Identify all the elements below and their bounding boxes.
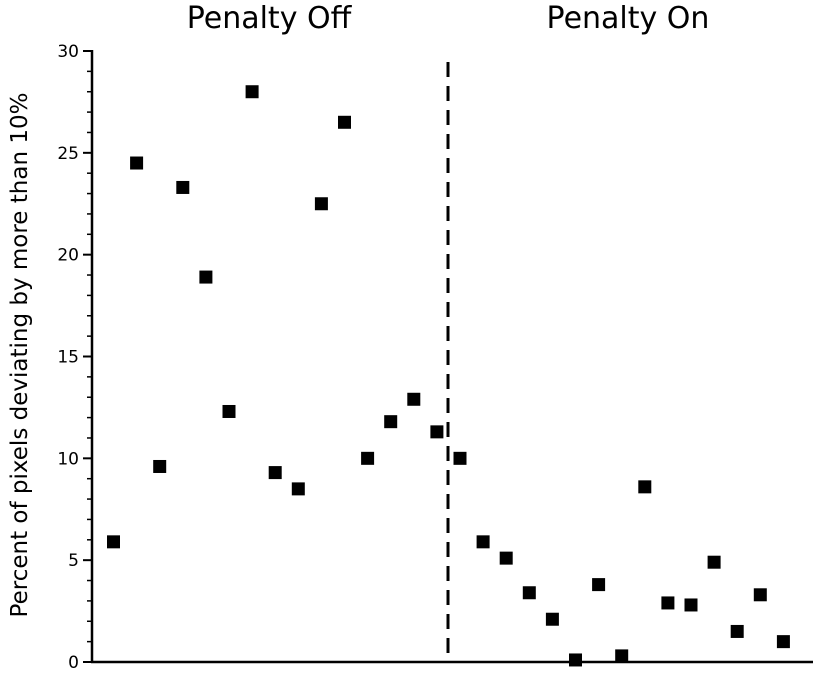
- y-tick-label: 15: [57, 348, 79, 368]
- data-point: [291, 482, 305, 496]
- data-point: [661, 596, 675, 610]
- data-point: [199, 270, 213, 284]
- data-point: [545, 612, 559, 626]
- data-point: [776, 635, 790, 649]
- data-point: [569, 653, 582, 667]
- y-tick-label: 5: [68, 551, 79, 571]
- data-point: [130, 156, 144, 170]
- data-point: [453, 451, 467, 465]
- data-point: [638, 480, 652, 494]
- data-point: [245, 85, 259, 99]
- data-point: [176, 180, 190, 194]
- data-point: [361, 451, 375, 465]
- data-point: [753, 588, 767, 602]
- data-point: [314, 197, 328, 211]
- data-point: [153, 459, 167, 473]
- data-point: [107, 535, 120, 549]
- data-point: [407, 392, 421, 406]
- y-tick-label: 10: [57, 449, 79, 469]
- data-point: [522, 586, 536, 600]
- y-tick-label: 0: [68, 653, 79, 673]
- y-tick-label: 30: [57, 42, 79, 62]
- data-point: [268, 466, 282, 480]
- data-point: [476, 535, 490, 549]
- y-axis-label: Percent of pixels deviating by more than…: [7, 93, 33, 618]
- y-tick-label: 20: [57, 246, 79, 266]
- y-tick-label: 25: [57, 144, 79, 164]
- data-point: [499, 551, 513, 565]
- region-title-penalty-on: Penalty On: [547, 1, 710, 36]
- data-point: [684, 598, 698, 612]
- data-point: [384, 415, 398, 429]
- data-point: [615, 649, 629, 663]
- region-title-penalty-off: Penalty Off: [187, 1, 353, 36]
- data-point: [730, 624, 744, 638]
- data-point: [707, 555, 721, 569]
- data-point: [592, 578, 606, 592]
- data-point: [338, 115, 351, 129]
- data-point: [430, 425, 444, 439]
- data-point: [222, 404, 236, 418]
